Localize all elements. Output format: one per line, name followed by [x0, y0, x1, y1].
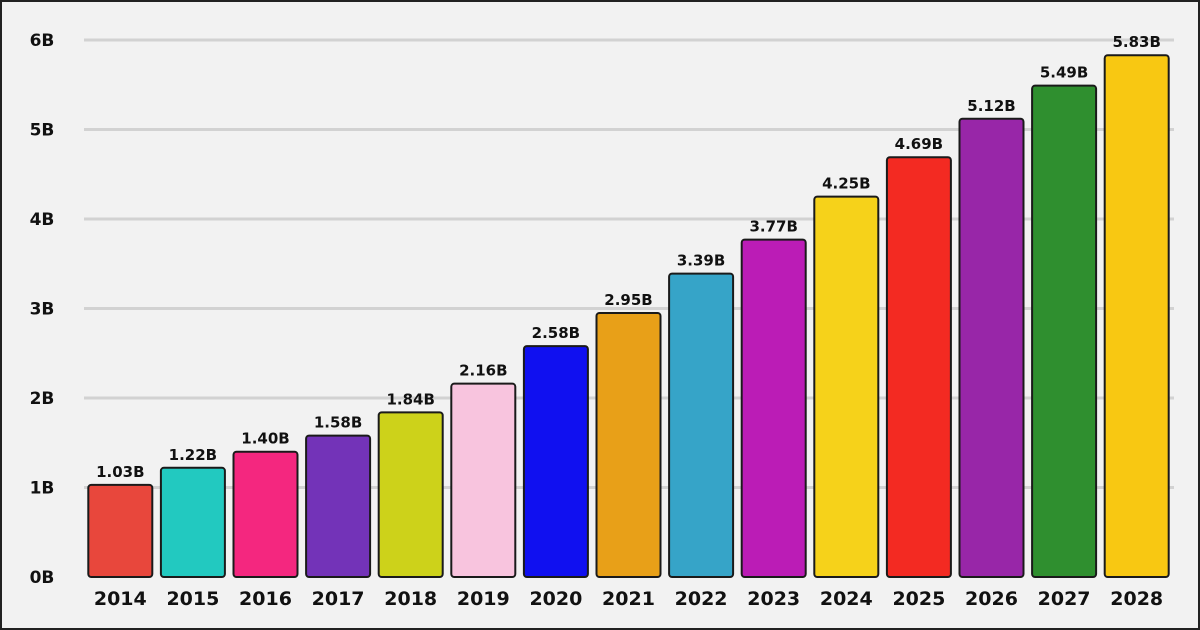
x-tick-label: 2025 [892, 588, 945, 610]
x-tick-label: 2024 [820, 588, 873, 610]
data-labels: 1.03B 1.22B 1.40B 1.58B 1.84B 2.16B 2.58B 2.95B… [96, 33, 1161, 481]
bar-2024 [813, 195, 880, 578]
bar-2025 [885, 156, 952, 578]
data-label-2025: 4.69B [895, 135, 943, 153]
y-axis-ticks: 0B 1B 2B 3B 4B 5B 6B [30, 31, 55, 588]
bar-2021 [595, 311, 662, 578]
x-tick-label: 2015 [166, 588, 219, 610]
bar-2023 [740, 238, 807, 579]
y-tick-label: 1B [30, 479, 55, 499]
x-tick-label: 2021 [602, 588, 655, 610]
x-tick-label: 2019 [457, 588, 510, 610]
bar-2017 [305, 434, 372, 578]
bar-2016 [232, 450, 299, 579]
bar-2015 [159, 466, 226, 578]
data-label-2022: 3.39B [677, 252, 725, 270]
data-label-2015: 1.22B [169, 446, 217, 464]
x-tick-label: 2018 [384, 588, 437, 610]
y-tick-label: 2B [30, 389, 55, 409]
data-label-2024: 4.25B [822, 175, 870, 193]
x-tick-label: 2023 [747, 588, 800, 610]
bar-2022 [668, 272, 735, 578]
data-label-2023: 3.77B [749, 218, 797, 236]
x-tick-label: 2020 [529, 588, 582, 610]
bar-2020 [522, 345, 589, 578]
bar-2019 [450, 382, 517, 578]
bar-2018 [377, 411, 444, 578]
y-tick-label: 6B [30, 31, 55, 51]
data-label-2016: 1.40B [241, 430, 289, 448]
y-tick-label: 4B [30, 210, 55, 230]
x-tick-label: 2028 [1110, 588, 1163, 610]
y-tick-label: 3B [30, 300, 55, 320]
x-tick-label: 2016 [239, 588, 292, 610]
x-tick-label: 2026 [965, 588, 1018, 610]
x-tick-label: 2022 [675, 588, 728, 610]
data-label-2017: 1.58B [314, 414, 362, 432]
bars [87, 54, 1170, 579]
x-tick-label: 2014 [94, 588, 147, 610]
x-tick-label: 2027 [1038, 588, 1091, 610]
data-label-2014: 1.03B [96, 463, 144, 481]
bar-2026 [958, 117, 1025, 578]
data-label-2026: 5.12B [967, 97, 1015, 115]
x-axis-ticks: 2014 2015 2016 2017 2018 2019 2020 2021 2022 2023… [94, 588, 1163, 610]
bar-2014 [87, 483, 154, 578]
data-label-2020: 2.58B [532, 324, 580, 342]
data-label-2028: 5.83B [1112, 33, 1160, 51]
y-tick-label: 5B [30, 121, 55, 141]
bar-2028 [1103, 54, 1170, 578]
x-tick-label: 2017 [312, 588, 365, 610]
data-label-2021: 2.95B [604, 291, 652, 309]
data-label-2027: 5.49B [1040, 64, 1088, 82]
data-label-2018: 1.84B [386, 390, 434, 408]
bar-2027 [1031, 84, 1098, 579]
y-tick-label: 0B [30, 568, 55, 588]
data-label-2019: 2.16B [459, 362, 507, 380]
